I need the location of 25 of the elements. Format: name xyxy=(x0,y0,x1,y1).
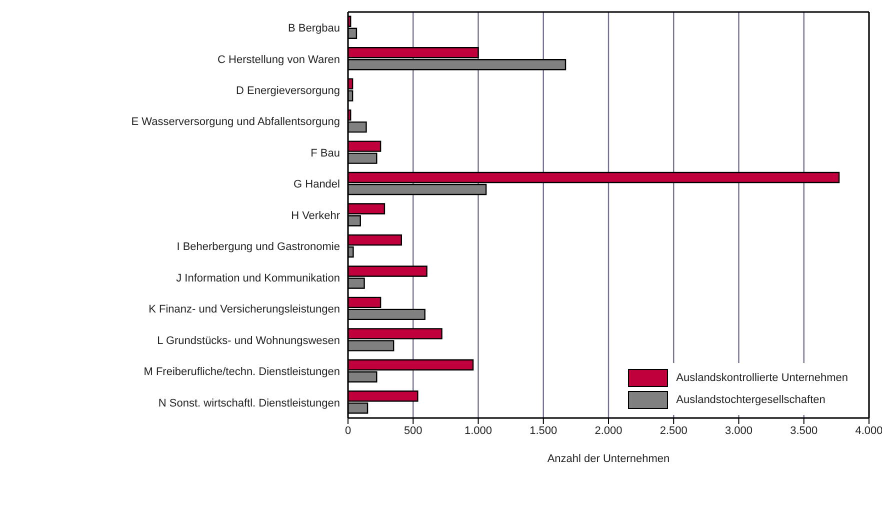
x-axis-title: Anzahl der Unternehmen xyxy=(547,453,670,465)
x-tick-label: 2.500 xyxy=(660,424,688,437)
x-tick-label: 3.500 xyxy=(790,424,818,437)
y-tick-label: F Bau xyxy=(310,147,340,160)
y-tick-label: D Energieversorgung xyxy=(236,84,340,97)
y-tick-label: I Beherbergung und Gastronomie xyxy=(176,241,340,254)
y-tick-label: N Sonst. wirtschaftl. Dienstleistungen xyxy=(158,397,340,410)
x-tick-label: 2.000 xyxy=(594,424,622,437)
y-tick-label: J Information und Kommunikation xyxy=(176,272,340,284)
x-tick-label: 4.000 xyxy=(855,424,882,437)
y-tick-label: M Freiberufliche/techn. Dienstleistungen xyxy=(144,366,340,378)
y-tick-label: B Bergbau xyxy=(288,22,340,35)
x-tick-label: 1.500 xyxy=(530,424,558,437)
legend-label: Auslandskontrollierte Unternehmen xyxy=(676,372,848,384)
y-tick-label: E Wasserversorgung und Abfallentsorgung xyxy=(131,116,340,128)
x-tick-label: 0 xyxy=(344,424,352,437)
legend-label: Auslandstochtergesellschaften xyxy=(676,394,826,406)
x-tick-label: 500 xyxy=(404,424,422,437)
y-tick-label: K Finanz- und Versicherungsleistungen xyxy=(148,304,340,316)
y-tick-label: H Verkehr xyxy=(291,210,340,222)
x-tick-label: 3.000 xyxy=(724,424,753,437)
y-tick-label: G Handel xyxy=(294,178,340,191)
x-tick-label: 1.000 xyxy=(464,424,492,437)
y-tick-label: C Herstellung von Waren xyxy=(218,54,340,66)
y-tick-label: L Grundstücks- und Wohnungswesen xyxy=(157,334,340,347)
